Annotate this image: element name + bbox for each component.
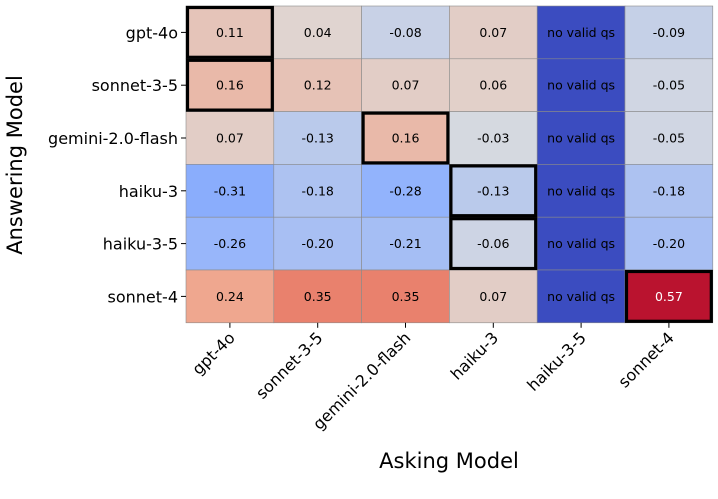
y-axis-ticks: gpt-4o sonnet-3-5 gemini-2.0-flash haiku-3 h… <box>48 23 186 306</box>
cell-value-label: no valid qs <box>547 131 615 146</box>
cell-value-label: -0.13 <box>302 131 334 146</box>
cell-value-label: -0.06 <box>477 236 509 251</box>
x-tick-label: sonnet-4 <box>614 328 677 391</box>
x-tick-label: haiku-3 <box>447 328 502 383</box>
heatmap-cell <box>449 269 538 324</box>
cell-value-label: no valid qs <box>547 289 615 304</box>
heatmap-cell <box>273 164 362 218</box>
heatmap-cell <box>273 111 362 165</box>
cell-value-label: 0.06 <box>479 78 507 93</box>
heatmap-cell <box>449 216 538 271</box>
highlighted-cell-border <box>185 58 274 112</box>
cell-value-label: -0.08 <box>389 25 421 40</box>
heatmap-cell <box>449 111 538 165</box>
x-tick-label: gpt-4o <box>188 328 238 378</box>
cell-value-label: no valid qs <box>547 25 615 40</box>
cell-value-label: no valid qs <box>547 236 615 251</box>
cell-value-label: 0.24 <box>216 289 244 304</box>
heatmap-cell <box>536 216 626 271</box>
highlighted-cell-border <box>624 269 713 323</box>
y-tick-label: sonnet-3-5 <box>92 76 178 95</box>
y-tick-label: gpt-4o <box>126 23 178 42</box>
heatmap-cell <box>361 58 450 112</box>
highlighted-cell-border <box>185 5 274 59</box>
cell-value-label: no valid qs <box>547 183 615 198</box>
cell-value-label: 0.16 <box>216 78 244 93</box>
heatmap-cell <box>361 216 450 271</box>
cell-value-label: 0.35 <box>304 289 332 304</box>
cell-value-label: 0.16 <box>392 131 420 146</box>
heatmap-cell <box>449 58 538 112</box>
cell-value-label: -0.03 <box>477 131 509 146</box>
cell-value-label: -0.05 <box>653 131 685 146</box>
cell-value-label: no valid qs <box>547 78 615 93</box>
x-tick-label: gemini-2.0-flash <box>309 328 414 433</box>
cell-value-label: -0.20 <box>653 236 685 251</box>
cell-value-label: -0.05 <box>653 78 685 93</box>
heatmap-cell <box>536 111 626 165</box>
cell-value-label: -0.28 <box>389 183 421 198</box>
heatmap-cell <box>536 164 626 218</box>
y-axis-title: Answering Model <box>3 75 27 255</box>
cell-value-label: -0.09 <box>653 25 685 40</box>
heatmap-cell <box>185 111 275 165</box>
y-tick-label: haiku-3 <box>119 182 178 201</box>
heatmap-cells: 0.11 0.04 -0.08 0.07 no valid qs -0.09 0.16 0.1… <box>185 5 714 324</box>
cell-value-label: 0.04 <box>304 25 332 40</box>
cell-value-label: -0.18 <box>653 183 685 198</box>
cell-value-label: 0.07 <box>392 78 420 93</box>
y-tick-label: haiku-3-5 <box>103 235 178 254</box>
highlighted-cell-border <box>361 111 450 165</box>
x-tick-label: sonnet-3-5 <box>252 328 327 403</box>
heatmap-cell <box>273 269 362 324</box>
heatmap-cell <box>273 216 362 271</box>
heatmap-cell <box>273 58 362 112</box>
heatmap-cell <box>449 5 538 60</box>
heatmap-cell <box>536 58 626 112</box>
cell-value-label: 0.12 <box>304 78 332 93</box>
heatmap-cell <box>624 5 714 60</box>
cell-value-label: 0.57 <box>655 289 683 304</box>
heatmap-cell <box>536 269 626 324</box>
y-tick-label: sonnet-4 <box>108 287 178 306</box>
heatmap-cell <box>185 164 275 218</box>
cell-value-label: -0.13 <box>477 183 509 198</box>
heatmap-cell <box>361 5 450 60</box>
heatmap-cell <box>624 216 714 271</box>
heatmap-cell <box>624 111 714 165</box>
cell-value-label: -0.21 <box>389 236 421 251</box>
heatmap-cell <box>185 269 275 324</box>
cell-value-label: 0.35 <box>392 289 420 304</box>
cell-value-label: 0.07 <box>479 289 507 304</box>
highlight-borders <box>185 5 713 323</box>
cell-value-label: 0.07 <box>216 131 244 146</box>
heatmap-cell <box>536 5 626 60</box>
highlighted-cell-border <box>449 164 538 218</box>
x-axis-title: Asking Model <box>379 449 519 473</box>
cell-value-label: -0.31 <box>214 183 246 198</box>
highlighted-cell-border <box>449 217 538 271</box>
cell-value-label: -0.20 <box>302 236 334 251</box>
cell-value-label: -0.26 <box>214 236 246 251</box>
y-tick-label: gemini-2.0-flash <box>48 129 178 148</box>
heatmap-cell <box>185 58 275 112</box>
cell-value-label: -0.18 <box>302 183 334 198</box>
heatmap-cell <box>361 269 450 324</box>
cell-value-label: 0.07 <box>479 25 507 40</box>
cell-value-label: 0.11 <box>216 25 244 40</box>
x-tick-label: haiku-3-5 <box>523 328 590 395</box>
heatmap-cell <box>185 5 275 60</box>
